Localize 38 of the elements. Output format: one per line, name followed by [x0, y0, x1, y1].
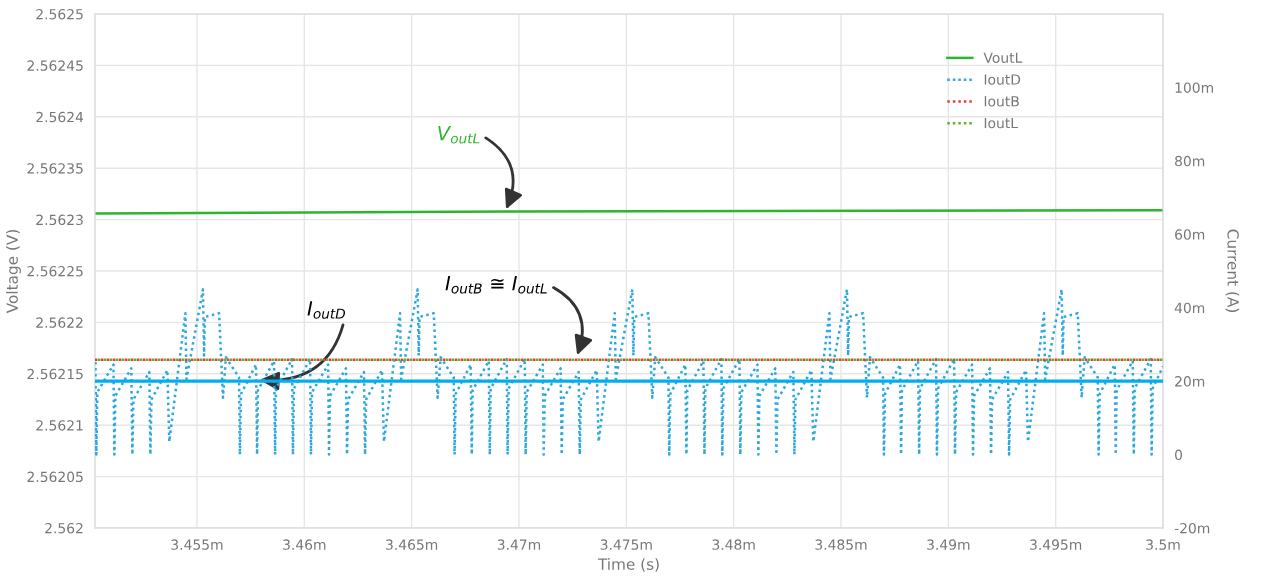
annotation: V$_{outL}$ — [438, 125, 480, 144]
y-tick-label: 2.5623 — [36, 214, 83, 226]
x-tick-label: 3.475m — [600, 539, 652, 550]
legend-label: IoutB — [984, 96, 1019, 107]
y-tick-label: 2.5621 — [36, 420, 83, 431]
y2-tick-label: 80m — [1175, 155, 1205, 167]
annotation: I$_{outB}$ ≅ I$_{outL}$ — [445, 276, 547, 294]
y2-tick-label: 100m — [1175, 82, 1213, 93]
x-tick-label: 3.455m — [171, 539, 223, 550]
y-axis-title: Voltage (V) — [6, 230, 21, 314]
annotation: I$_{outD}$ — [307, 301, 346, 319]
y2-tick-label: 40m — [1174, 302, 1205, 314]
x-tick-label: 3.47m — [497, 539, 541, 550]
legend-label: IoutL — [984, 117, 1018, 129]
y-tick-label: 2.56205 — [27, 471, 83, 483]
y2-tick-label: 0 — [1175, 449, 1183, 461]
legend-label: VoutL — [983, 52, 1023, 63]
x-axis-title: Time (s) — [597, 558, 659, 572]
y-tick-label: 2.56215 — [27, 368, 83, 380]
x-tick-label: 3.49m — [927, 539, 970, 550]
x-tick-label: 3.5m — [1146, 539, 1180, 550]
x-tick-label: 3.485m — [815, 539, 867, 550]
x-tick-label: 3.48m — [712, 539, 755, 550]
y-tick-label: 2.5624 — [36, 111, 84, 123]
legend-label: IoutD — [984, 74, 1021, 85]
x-tick-label: 3.46m — [283, 539, 326, 550]
y-tick-label: 2.56235 — [27, 163, 83, 174]
y-tick-label: 2.5625 — [36, 8, 83, 20]
y2-tick-label: 60m — [1175, 229, 1205, 240]
x-tick-label: 3.495m — [1030, 539, 1082, 550]
y2-tick-label: 20m — [1175, 376, 1205, 387]
y-tick-label: 2.56245 — [27, 60, 83, 71]
y2-tick-label: -20m — [1174, 522, 1210, 534]
y-tick-label: 2.56225 — [27, 265, 83, 277]
x-tick-label: 3.465m — [386, 539, 438, 550]
y-tick-label: 2.5622 — [36, 317, 83, 328]
y-tick-label: 2.562 — [45, 522, 83, 534]
y2-axis-title: Current (A) — [1225, 229, 1240, 312]
